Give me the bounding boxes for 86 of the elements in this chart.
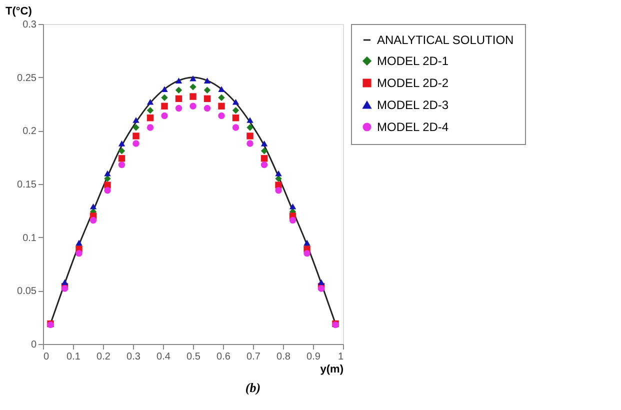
point: [104, 175, 111, 182]
point: [146, 98, 154, 105]
point: [204, 78, 211, 84]
point: [146, 107, 154, 114]
point: [175, 78, 182, 84]
point: [146, 124, 154, 131]
point: [218, 102, 225, 110]
point: [260, 148, 268, 154]
point: [132, 117, 140, 123]
x-tick-label: 0.3: [126, 352, 141, 362]
legend-label: MODEL 2D-2: [377, 76, 449, 90]
x-tick-label: 0.1: [66, 352, 81, 362]
point: [246, 117, 254, 123]
point: [318, 279, 325, 286]
point: [232, 114, 240, 122]
y-tick-label: 0.15: [17, 180, 37, 190]
point: [175, 104, 182, 112]
point: [232, 98, 240, 105]
point: [275, 175, 282, 182]
point: [260, 140, 268, 146]
point: [146, 114, 154, 122]
point: [90, 216, 97, 224]
point: [204, 104, 211, 112]
y-tick-label: 0.3: [22, 20, 37, 30]
x-tick-label: 0.8: [276, 352, 291, 362]
point: [132, 124, 140, 131]
point: [218, 112, 225, 120]
point: [232, 107, 240, 114]
y-tick-label: 0.1: [22, 232, 37, 244]
point: [190, 102, 196, 110]
point: [104, 187, 111, 194]
point: [132, 132, 140, 140]
legend-label: MODEL 2D-3: [377, 98, 449, 112]
point: [175, 86, 182, 94]
point: [246, 140, 254, 147]
point: [132, 140, 140, 147]
point: [161, 86, 168, 92]
point: [204, 95, 211, 102]
point: [118, 155, 126, 162]
point: [289, 216, 296, 224]
point: [175, 95, 182, 102]
point: [218, 86, 225, 92]
y-tick-label: 0: [30, 340, 37, 350]
point: [204, 86, 211, 94]
point: [161, 94, 168, 101]
point: [246, 132, 254, 140]
point: [275, 170, 282, 176]
x-tick-label: 0: [44, 352, 50, 362]
point: [76, 240, 82, 246]
point: [90, 203, 97, 210]
x-tick-label: 0.6: [216, 352, 231, 362]
point: [190, 84, 196, 90]
point: [289, 203, 296, 210]
text: (b): [245, 380, 261, 395]
y-tick-label: 0.25: [17, 72, 37, 84]
y-tick-label: 0.2: [22, 126, 37, 138]
point: [118, 148, 126, 154]
point: [61, 279, 68, 286]
y-axis-title: T(°C): [6, 6, 32, 18]
point: [161, 102, 168, 110]
legend-label: MODEL 2D-4: [377, 120, 449, 134]
point: [104, 170, 111, 176]
point: [260, 161, 268, 168]
x-tick-label: 1: [338, 352, 344, 362]
point: [260, 155, 268, 162]
x-tick-label: 0.7: [246, 352, 261, 362]
point: [76, 250, 82, 257]
point: [304, 240, 310, 246]
point: [304, 250, 310, 257]
x-tick-label: 0.4: [156, 352, 171, 362]
point: [190, 93, 196, 100]
y-tick-label: 0.05: [17, 286, 37, 298]
x-axis-title: y(m): [320, 364, 344, 376]
point: [161, 112, 168, 120]
legend-label: MODEL 2D-1: [377, 54, 449, 68]
point: [190, 75, 196, 82]
point: [232, 124, 240, 131]
point: [218, 94, 225, 101]
point: [246, 124, 254, 131]
point: [275, 187, 282, 194]
legend-label: ANALYTICAL SOLUTION: [377, 33, 514, 47]
x-tick-label: 0.9: [306, 352, 321, 362]
x-tick-label: 0.5: [186, 352, 201, 362]
point: [118, 140, 126, 146]
x-tick-label: 0.2: [96, 352, 111, 362]
point: [118, 161, 126, 168]
